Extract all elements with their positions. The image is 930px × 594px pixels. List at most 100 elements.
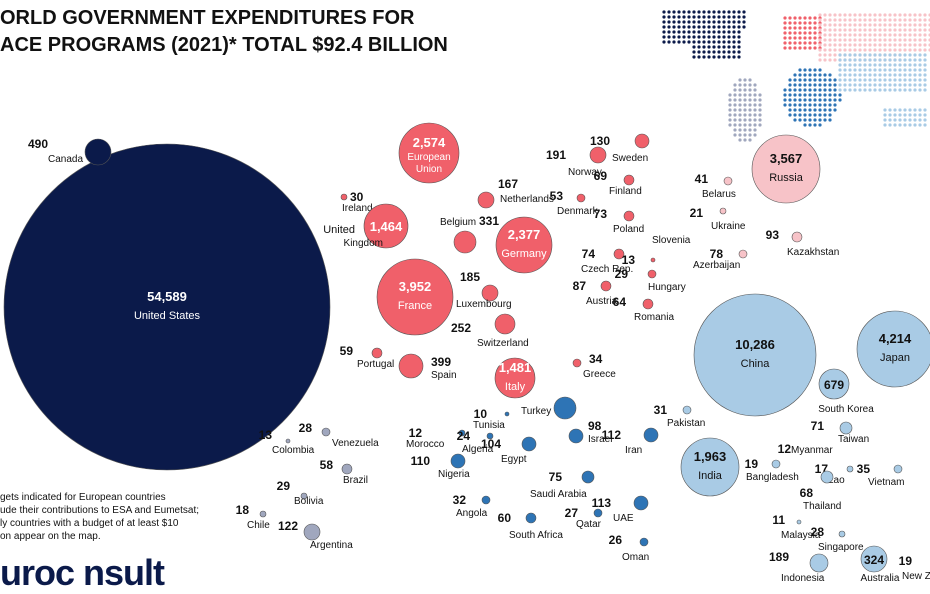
bubble-kazakhstan [791, 231, 803, 243]
value-label-israel: 98 [588, 419, 602, 433]
bubble-belarus [723, 176, 733, 186]
bubble-hungary [647, 269, 657, 279]
bubble-sweden [634, 133, 650, 149]
bubble-canada [84, 138, 112, 166]
country-label-france: France [398, 300, 432, 312]
footnote-line4: on appear on the map. [0, 531, 101, 542]
bubble-france [376, 258, 454, 336]
country-label-hungary: Hungary [648, 282, 686, 293]
country-label-nigeria: Nigeria [438, 469, 470, 480]
value-label-pakistan: 31 [654, 403, 668, 417]
country-label-austria: Austria [586, 296, 618, 307]
bubble-slovenia-val [650, 257, 656, 263]
value-label-finland: 69 [594, 169, 608, 183]
value-label-germany: 2,377 [508, 227, 541, 242]
value-label-oman: 26 [609, 533, 623, 547]
value-label-sweden: 130 [590, 134, 610, 148]
bubble-belgium [453, 230, 477, 254]
country-label-netherlands: Netherlands [500, 194, 554, 205]
value-label-angola: 32 [453, 493, 467, 507]
value-label-tunisia: 10 [474, 407, 488, 421]
bubble-romania [642, 298, 654, 310]
value-label-indonesia: 189 [769, 550, 789, 564]
value-label-denmark: 53 [550, 189, 564, 203]
country-label-turkey: Turkey [521, 406, 551, 417]
value-label-austria: 87 [573, 279, 587, 293]
country-label-luxembourg: Luxembourg [456, 299, 512, 310]
country-label-israel: Israel [588, 434, 612, 445]
value-label-nigeria: 110 [411, 454, 431, 468]
value-label-taiwan: 71 [811, 419, 825, 433]
value-label-venezuela: 28 [299, 421, 313, 435]
country-label-canada: Canada [48, 154, 83, 165]
bubble-thailand [820, 470, 834, 484]
value-label-algeria: 24 [457, 429, 471, 443]
value-label-belarus: 41 [695, 172, 709, 186]
bubble-russia [751, 134, 821, 204]
bubble-australia [860, 545, 888, 573]
country-label-qatar: Qatar [576, 519, 602, 530]
value-label-canada: 490 [28, 137, 48, 151]
country-label-bolivia: Bolivia [294, 496, 324, 507]
country-label-lao: Lao [828, 475, 845, 486]
country-label-myanmar: Myanmar [791, 445, 833, 456]
country-label-slovenia: Slovenia [652, 235, 691, 246]
country-label-switzerland: Switzerland [477, 338, 529, 349]
euroconsult-logo: uroc nsult [0, 552, 165, 593]
value-label-bolivia: 29 [277, 479, 291, 493]
value-label-romania: 64 [613, 295, 627, 309]
bubble-colombia [285, 438, 291, 444]
value-label-thailand: 68 [800, 486, 814, 500]
bubble-italy [494, 357, 536, 399]
bubble-spain [398, 353, 424, 379]
bubble-portugal [371, 347, 383, 359]
bubble-indonesia [809, 553, 829, 573]
country-label-egypt: Egypt [501, 454, 527, 465]
bubble-nigeria [450, 453, 466, 469]
bubble-morocco [458, 429, 466, 437]
country-label-argentina: Argentina [310, 540, 353, 551]
country-label-china: China [741, 358, 771, 370]
country-label-czech-rep: Czech Rep. [581, 264, 633, 275]
bubble-oman [639, 537, 649, 547]
value-label-belgium: 331 [479, 214, 499, 228]
country-label-uae: UAE [613, 513, 634, 524]
bubble-brazil [341, 463, 353, 475]
country-label-portugal: Portugal [357, 359, 394, 370]
country-label-venezuela: Venezuela [332, 438, 379, 449]
country-label-romania: Romania [634, 312, 674, 323]
country-label-finland: Finland [609, 186, 642, 197]
value-label-uae: 113 [592, 496, 612, 510]
country-label-south-korea: South Korea [818, 404, 874, 415]
country-label-united-kingdom: United [323, 224, 355, 236]
value-label-kazakhstan: 93 [766, 228, 780, 242]
value-label-argentina: 122 [278, 519, 298, 533]
bubble-united-kingdom [363, 203, 409, 249]
bubble-uae [633, 495, 649, 511]
country-label-australia: Australia [861, 573, 900, 584]
country-label-italy: Italy [505, 381, 526, 393]
bubble-china [693, 293, 817, 417]
bubble-turkey [553, 396, 577, 420]
bubble-venezuela [321, 427, 331, 437]
bubble-south-korea [818, 368, 850, 400]
country-label-european-union-2: Union [416, 164, 442, 175]
bubble-japan [856, 310, 930, 388]
value-label-india: 1,963 [694, 449, 727, 464]
bubble-czech-rep [613, 248, 625, 260]
footnote-line1: gets indicated for European countries [0, 492, 166, 503]
country-label-azerbaijan: Azerbaijan [693, 260, 740, 271]
value-label-netherlands: 167 [498, 177, 518, 191]
country-label-thailand: Thailand [803, 501, 841, 512]
country-label-oman: Oman [622, 552, 649, 563]
country-label-tunisia: Tunisia [473, 420, 505, 431]
value-label-vietnam: 35 [857, 462, 871, 476]
value-label-new-z: 19 [899, 554, 913, 568]
country-label-vietnam: Vietnam [868, 477, 905, 488]
country-label-iran: Iran [625, 445, 642, 456]
country-label-poland: Poland [613, 224, 644, 235]
bubble-india [680, 437, 740, 497]
country-label-ireland: Ireland [342, 203, 373, 214]
country-label-germany: Germany [501, 248, 547, 260]
